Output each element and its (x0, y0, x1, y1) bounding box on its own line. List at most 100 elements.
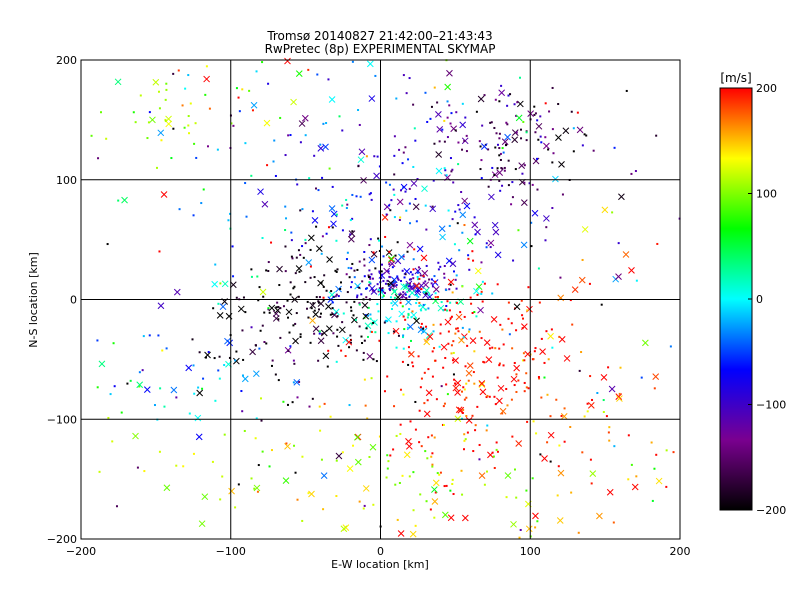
data-point-dot (519, 128, 522, 131)
data-point-dot (250, 477, 253, 480)
data-point-cross (461, 197, 469, 205)
data-point-dot (200, 202, 203, 205)
data-point-dot (457, 141, 460, 144)
data-point-cross (233, 357, 240, 365)
data-point-dot (518, 536, 521, 539)
data-point-dot (369, 276, 372, 279)
data-point-dot (382, 280, 385, 283)
data-point-dot (100, 111, 103, 114)
data-point-dot (412, 365, 415, 368)
data-point-dot (446, 136, 449, 139)
data-point-dot (369, 192, 372, 195)
data-point-dot (395, 434, 398, 437)
data-point-dot (294, 471, 297, 474)
data-point-dot (415, 220, 418, 223)
data-point-cross (366, 60, 374, 68)
data-point-dot (442, 423, 445, 426)
data-point-dot (608, 439, 611, 442)
data-point-dot (581, 258, 584, 261)
data-point-dot (452, 373, 455, 376)
data-point-dot (349, 219, 352, 222)
data-point-cross (335, 285, 342, 293)
data-point-dot (427, 307, 430, 310)
data-point-dot (396, 241, 399, 244)
data-point-dot (322, 122, 325, 125)
data-point-dot (407, 285, 410, 288)
grid-lines (80, 59, 681, 540)
data-point-cross (543, 142, 550, 150)
data-point-dot (155, 166, 158, 169)
chart-title: Tromsø 20140827 21:42:00–21:43:43 (266, 29, 492, 43)
data-point-dot (204, 93, 207, 96)
data-point-cross (261, 200, 269, 208)
data-point-dot (372, 251, 375, 254)
data-point-dot (275, 306, 278, 309)
data-point-cross (399, 292, 407, 299)
data-point-dot (409, 271, 412, 274)
data-point-dot (298, 380, 301, 383)
data-point-dot (450, 112, 453, 115)
data-point-dot (355, 195, 358, 198)
data-point-dot (401, 474, 404, 477)
data-point-dot (433, 347, 436, 350)
data-point-dot (293, 362, 296, 365)
data-point-dot (515, 390, 518, 393)
data-point-cross (478, 472, 486, 479)
data-point-dot (515, 496, 518, 499)
data-point-dot (386, 454, 389, 457)
data-point-dot (536, 119, 539, 122)
data-point-dot (453, 378, 456, 381)
data-point-dot (345, 198, 348, 201)
data-point-cross (454, 389, 461, 396)
data-point-dot (480, 159, 483, 162)
data-point-cross (478, 381, 486, 389)
data-point-dot (618, 392, 621, 395)
data-point-dot (473, 350, 476, 353)
data-point-dot (313, 276, 316, 279)
data-point-dot (461, 326, 464, 329)
data-point-cross (391, 299, 399, 307)
data-point-dot (537, 376, 540, 379)
data-point-dot (260, 419, 263, 422)
data-point-dot (453, 270, 455, 273)
data-point-dot (495, 448, 498, 451)
data-point-dot (126, 382, 129, 385)
data-point-cross (479, 388, 487, 396)
data-point-dot (381, 287, 384, 290)
data-point-dot (454, 382, 457, 385)
data-point-cross (358, 148, 366, 156)
data-point-dot (362, 351, 365, 354)
data-point-dot (395, 346, 398, 349)
data-point-dot (292, 359, 295, 362)
data-point-dot (368, 244, 371, 247)
data-point-dot (361, 280, 364, 283)
data-point-dot (527, 387, 530, 390)
data-point-dot (372, 358, 375, 361)
data-point-dot (549, 460, 552, 463)
data-point-dot (445, 304, 448, 307)
data-point-dot (522, 352, 525, 355)
data-point-dot (265, 269, 268, 272)
data-point-dot (545, 330, 548, 333)
data-point-dot (480, 337, 483, 340)
data-point-dot (242, 296, 245, 299)
data-point-dot (313, 332, 316, 335)
data-point-dot (356, 294, 359, 297)
data-point-dot (465, 415, 468, 418)
data-point-dot (172, 72, 175, 75)
data-point-cross (347, 235, 355, 243)
x-axis-label: E-W location [km] (331, 558, 429, 571)
data-point-dot (525, 372, 528, 375)
data-point-dot (380, 277, 383, 280)
data-point-dot (388, 287, 391, 290)
data-point-dot (387, 270, 390, 273)
data-point-dot (485, 242, 488, 245)
data-point-dot (443, 140, 446, 143)
data-point-dot (423, 402, 426, 405)
data-point-dot (443, 276, 446, 279)
data-point-dot (465, 134, 468, 137)
data-point-dot (418, 441, 421, 444)
data-point-dot (498, 100, 501, 103)
data-point-cross (491, 221, 499, 229)
data-point-dot (399, 216, 402, 219)
